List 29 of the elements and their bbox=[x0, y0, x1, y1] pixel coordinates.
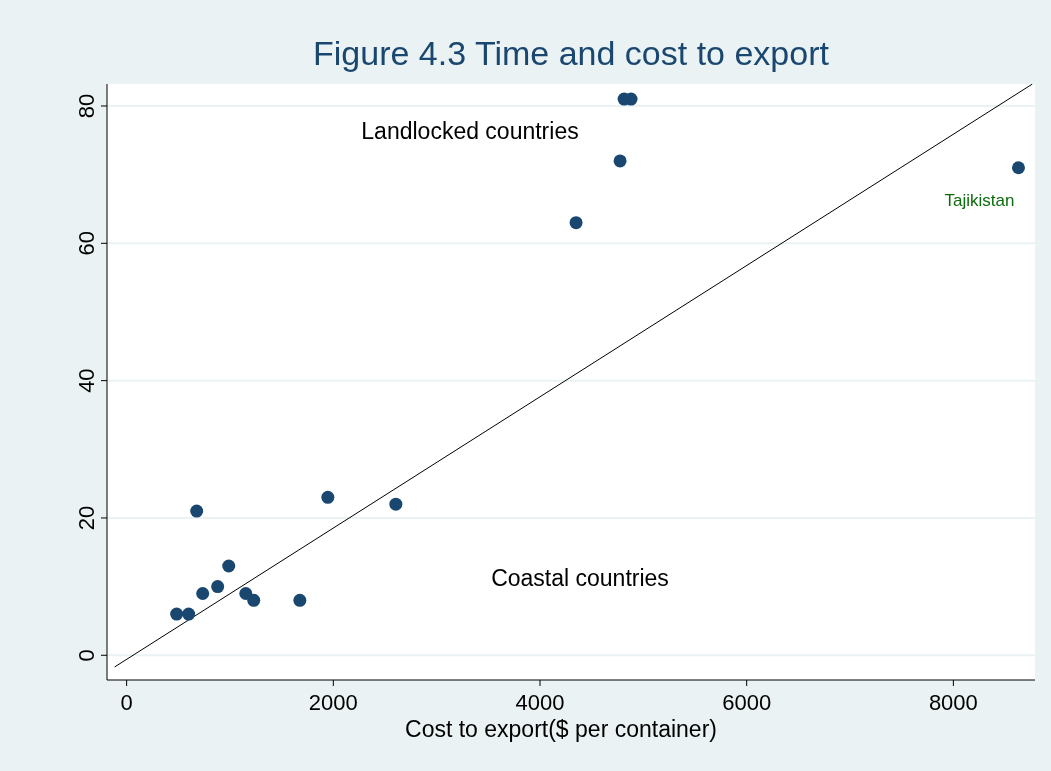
point bbox=[321, 490, 335, 504]
point bbox=[613, 154, 627, 168]
y-tick-label: 60 bbox=[74, 231, 99, 256]
annotation: Coastal countries bbox=[491, 565, 669, 592]
point bbox=[196, 586, 210, 600]
point bbox=[389, 497, 403, 511]
annotation: Tajikistan bbox=[944, 191, 1015, 211]
chart-title: Figure 4.3 Time and cost to export bbox=[313, 34, 830, 72]
y-tick-label: 0 bbox=[74, 649, 99, 662]
x-tick-label: 0 bbox=[120, 690, 133, 715]
x-axis-title: Cost to export($ per container) bbox=[405, 716, 717, 742]
x-tick-label: 4000 bbox=[515, 690, 565, 715]
x-tick-label: 8000 bbox=[928, 690, 978, 715]
x-tick-label: 6000 bbox=[722, 690, 772, 715]
annotation: Landlocked countries bbox=[361, 118, 579, 145]
point bbox=[569, 216, 583, 230]
x-tick-label: 2000 bbox=[308, 690, 358, 715]
point bbox=[222, 559, 236, 573]
y-tick-label: 40 bbox=[74, 368, 99, 393]
y-tick-label: 80 bbox=[74, 93, 99, 119]
point bbox=[170, 607, 184, 621]
point bbox=[190, 504, 204, 518]
point bbox=[211, 580, 225, 594]
point bbox=[247, 593, 261, 607]
point bbox=[182, 607, 196, 621]
y-tick-label: 20 bbox=[74, 505, 99, 531]
point bbox=[239, 586, 253, 600]
point bbox=[1011, 161, 1025, 175]
point bbox=[293, 593, 307, 607]
